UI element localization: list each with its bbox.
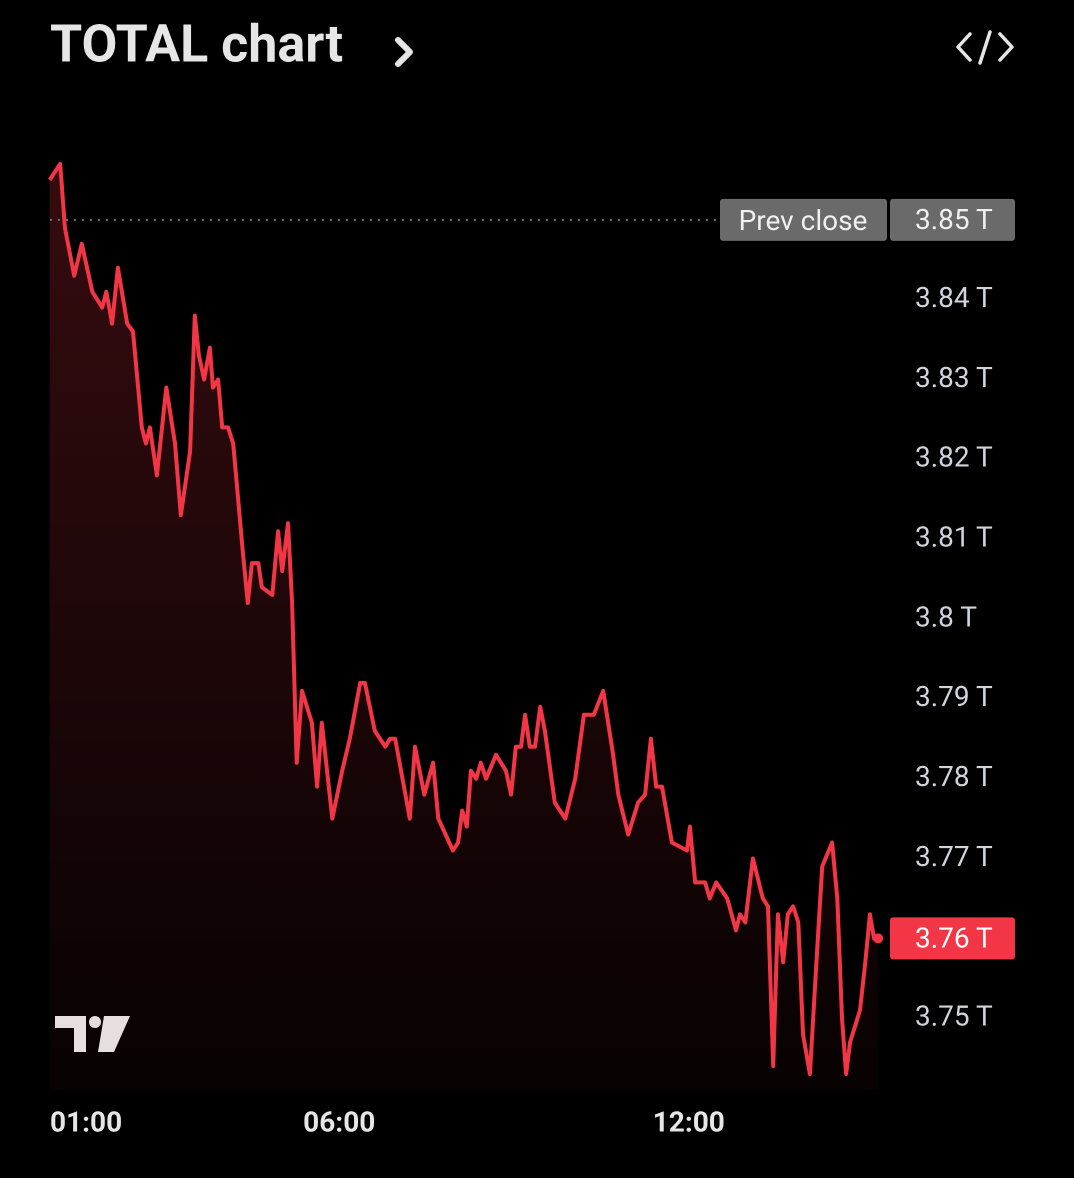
y-tick-label: 3.79 T [915,680,993,713]
y-tick-label: 3.83 T [915,361,993,394]
y-tick-label: 3.77 T [915,840,993,873]
prev-close-value-tag [890,198,1015,241]
embed-icon[interactable] [956,30,1014,65]
current-price-tag [890,917,1015,960]
price-line [48,161,879,1076]
y-tick-label: 3.81 T [915,521,993,554]
prev-close-name: Prev close [739,204,868,237]
x-tick-label: 06:00 [303,1105,375,1138]
current-price-label: 3.76 T [915,922,993,955]
y-tick-label: 3.84 T [915,281,993,314]
x-tick-label: 01:00 [50,1105,122,1138]
chart-title: TOTAL chart [50,14,343,75]
area-fill [49,163,879,1090]
x-tick-label: 12:00 [653,1105,725,1138]
prev-close-tag [720,198,887,241]
y-tick-label: 3.8 T [915,600,977,633]
last-point [873,933,884,944]
title-chevron[interactable] [395,37,413,67]
prev-close-value: 3.85 T [915,203,993,236]
y-tick-label: 3.78 T [915,760,993,793]
y-tick-label: 3.82 T [915,441,993,474]
plot-area: 3.75 T 3.77 T 3.78 T 3.79 T 3.8 T 3.81 T 3.82 … [48,161,1015,1138]
y-tick-label: 3.75 T [915,1000,993,1033]
